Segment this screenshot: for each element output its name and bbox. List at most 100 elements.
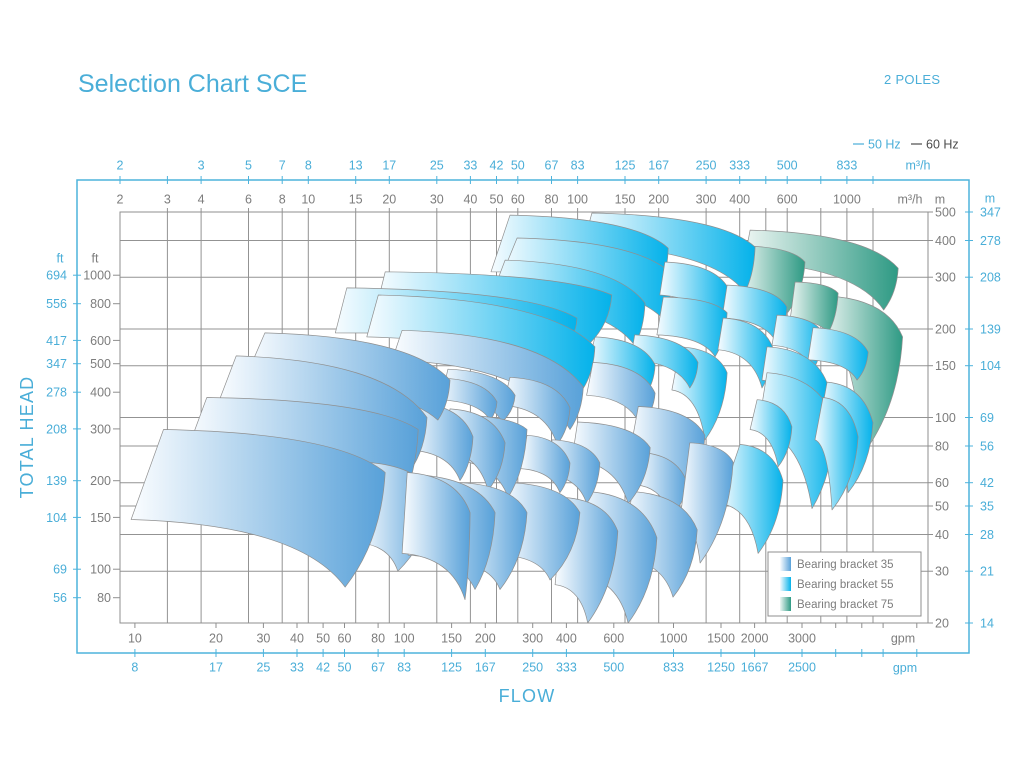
tick-label-bottom-50hz: 60 bbox=[338, 632, 352, 646]
tick-label-right-50hz: 40 bbox=[935, 528, 949, 542]
tick-label-top-50hz: 4 bbox=[198, 193, 205, 207]
tick-label-top-50hz: 80 bbox=[545, 193, 559, 207]
tick-label-left-60hz: 139 bbox=[46, 474, 67, 488]
tick-label-bottom-50hz: 10 bbox=[128, 632, 142, 646]
tick-label-left-60hz: 417 bbox=[46, 334, 67, 348]
tick-label-right-60hz: 35 bbox=[980, 500, 994, 514]
tick-label-bottom-60hz: 833 bbox=[663, 661, 684, 675]
tick-label-right-60hz: 139 bbox=[980, 323, 1001, 337]
legend-label-bb55: Bearing bracket 55 bbox=[797, 579, 894, 591]
tick-label-top-60hz: 83 bbox=[571, 159, 585, 173]
tick-label-bottom-50hz: 1500 bbox=[707, 632, 735, 646]
tick-label-top-60hz: 333 bbox=[729, 159, 750, 173]
tick-label-left-50hz: 100 bbox=[90, 563, 111, 577]
tick-label-top-50hz: 300 bbox=[696, 193, 717, 207]
operating-range-bb55 bbox=[814, 397, 859, 511]
outer-frame bbox=[76, 179, 970, 654]
operating-range-bb35 bbox=[519, 434, 571, 494]
tick-label-right-60hz: 42 bbox=[980, 476, 994, 490]
tick-label-left-50hz: 400 bbox=[90, 386, 111, 400]
tick-label-bottom-50hz: 80 bbox=[371, 632, 385, 646]
tick-label-bottom-60hz: 42 bbox=[316, 661, 330, 675]
tick-label-bottom-50hz: 400 bbox=[556, 632, 577, 646]
tick-label-bottom-50hz: 1000 bbox=[660, 632, 688, 646]
tick-label-top-50hz: 30 bbox=[430, 193, 444, 207]
tick-label-left-50hz: 600 bbox=[90, 334, 111, 348]
tick-label-bottom-60hz: 25 bbox=[256, 661, 270, 675]
top-60hz-unit: m³/h bbox=[906, 159, 931, 173]
tick-label-left-60hz: 347 bbox=[46, 357, 67, 371]
chart-title: Selection Chart SCE bbox=[78, 70, 307, 98]
y-axis-title: TOTAL HEAD bbox=[17, 376, 37, 499]
operating-range-bb55 bbox=[630, 334, 699, 389]
tick-label-bottom-60hz: 2500 bbox=[788, 661, 816, 675]
legend-label-bb35: Bearing bracket 35 bbox=[797, 559, 894, 571]
tick-label-top-60hz: 250 bbox=[696, 159, 717, 173]
tick-label-left-60hz: 208 bbox=[46, 422, 67, 436]
tick-label-bottom-60hz: 250 bbox=[522, 661, 543, 675]
tick-label-top-50hz: 60 bbox=[511, 193, 525, 207]
tick-label-top-60hz: 167 bbox=[648, 159, 669, 173]
tick-label-top-50hz: 6 bbox=[245, 193, 252, 207]
top-50hz-unit: m³/h bbox=[898, 193, 923, 207]
tick-label-right-50hz: 500 bbox=[935, 206, 956, 220]
tick-label-right-60hz: 56 bbox=[980, 440, 994, 454]
operating-range-bb35 bbox=[571, 421, 651, 504]
operating-range-bb35 bbox=[401, 472, 471, 601]
tick-label-top-50hz: 8 bbox=[279, 193, 286, 207]
legend-label-bb75: Bearing bracket 75 bbox=[797, 599, 894, 611]
tick-label-top-50hz: 400 bbox=[729, 193, 750, 207]
tick-label-top-50hz: 1000 bbox=[833, 193, 861, 207]
tick-label-right-50hz: 150 bbox=[935, 359, 956, 373]
tick-label-top-60hz: 7 bbox=[279, 159, 286, 173]
tick-label-left-50hz: 500 bbox=[90, 357, 111, 371]
series-bb35 bbox=[130, 329, 734, 624]
tick-label-top-60hz: 42 bbox=[490, 159, 504, 173]
tick-label-left-60hz: 278 bbox=[46, 386, 67, 400]
tick-label-bottom-50hz: 50 bbox=[316, 632, 330, 646]
tick-label-bottom-50hz: 600 bbox=[603, 632, 624, 646]
tick-label-top-60hz: 8 bbox=[305, 159, 312, 173]
tick-label-bottom-60hz: 17 bbox=[209, 661, 223, 675]
tick-label-top-50hz: 2 bbox=[117, 193, 124, 207]
left-60hz-unit: ft bbox=[57, 252, 64, 266]
tick-label-bottom-60hz: 8 bbox=[131, 661, 138, 675]
tick-label-bottom-60hz: 167 bbox=[475, 661, 496, 675]
tick-label-left-50hz: 200 bbox=[90, 474, 111, 488]
legend-box bbox=[767, 551, 922, 617]
tick-label-top-60hz: 25 bbox=[430, 159, 444, 173]
operating-range-bb55 bbox=[719, 444, 784, 554]
tick-label-bottom-60hz: 83 bbox=[397, 661, 411, 675]
tick-label-bottom-60hz: 50 bbox=[338, 661, 352, 675]
tick-label-bottom-50hz: 200 bbox=[475, 632, 496, 646]
tick-label-top-60hz: 125 bbox=[615, 159, 636, 173]
tick-label-right-60hz: 28 bbox=[980, 528, 994, 542]
tick-label-top-60hz: 500 bbox=[777, 159, 798, 173]
left-50hz-unit: ft bbox=[92, 252, 99, 266]
tick-label-top-60hz: 33 bbox=[463, 159, 477, 173]
bottom-60hz-unit: gpm bbox=[893, 661, 917, 675]
tick-label-left-50hz: 1000 bbox=[83, 269, 111, 283]
tick-label-bottom-50hz: 2000 bbox=[741, 632, 769, 646]
frequency-legend: 50 Hz 60 Hz bbox=[853, 138, 959, 152]
tick-label-bottom-50hz: 30 bbox=[256, 632, 270, 646]
tick-label-right-50hz: 60 bbox=[935, 476, 949, 490]
tick-label-right-60hz: 14 bbox=[980, 617, 994, 631]
tick-label-right-50hz: 30 bbox=[935, 565, 949, 579]
legend-swatch-bb55 bbox=[780, 577, 791, 591]
tick-label-right-60hz: 21 bbox=[980, 565, 994, 579]
tick-label-right-60hz: 104 bbox=[980, 359, 1001, 373]
tick-label-top-50hz: 20 bbox=[382, 193, 396, 207]
tick-label-bottom-50hz: 3000 bbox=[788, 632, 816, 646]
bottom-50hz-unit: gpm bbox=[891, 632, 915, 646]
operating-range-bb35 bbox=[437, 377, 498, 421]
operating-range-bb35 bbox=[391, 329, 584, 430]
tick-label-top-60hz: 2 bbox=[117, 159, 124, 173]
tick-label-left-60hz: 556 bbox=[46, 297, 67, 311]
tick-label-bottom-50hz: 150 bbox=[441, 632, 462, 646]
axes: 2 3 4 6 8 10 15 20 30 40 50 60 80 100 150 200 300 400 600 1… bbox=[46, 159, 1001, 675]
operating-range-bb55 bbox=[807, 327, 869, 381]
tick-label-left-60hz: 56 bbox=[53, 591, 67, 605]
tick-label-right-60hz: 347 bbox=[980, 206, 1001, 220]
